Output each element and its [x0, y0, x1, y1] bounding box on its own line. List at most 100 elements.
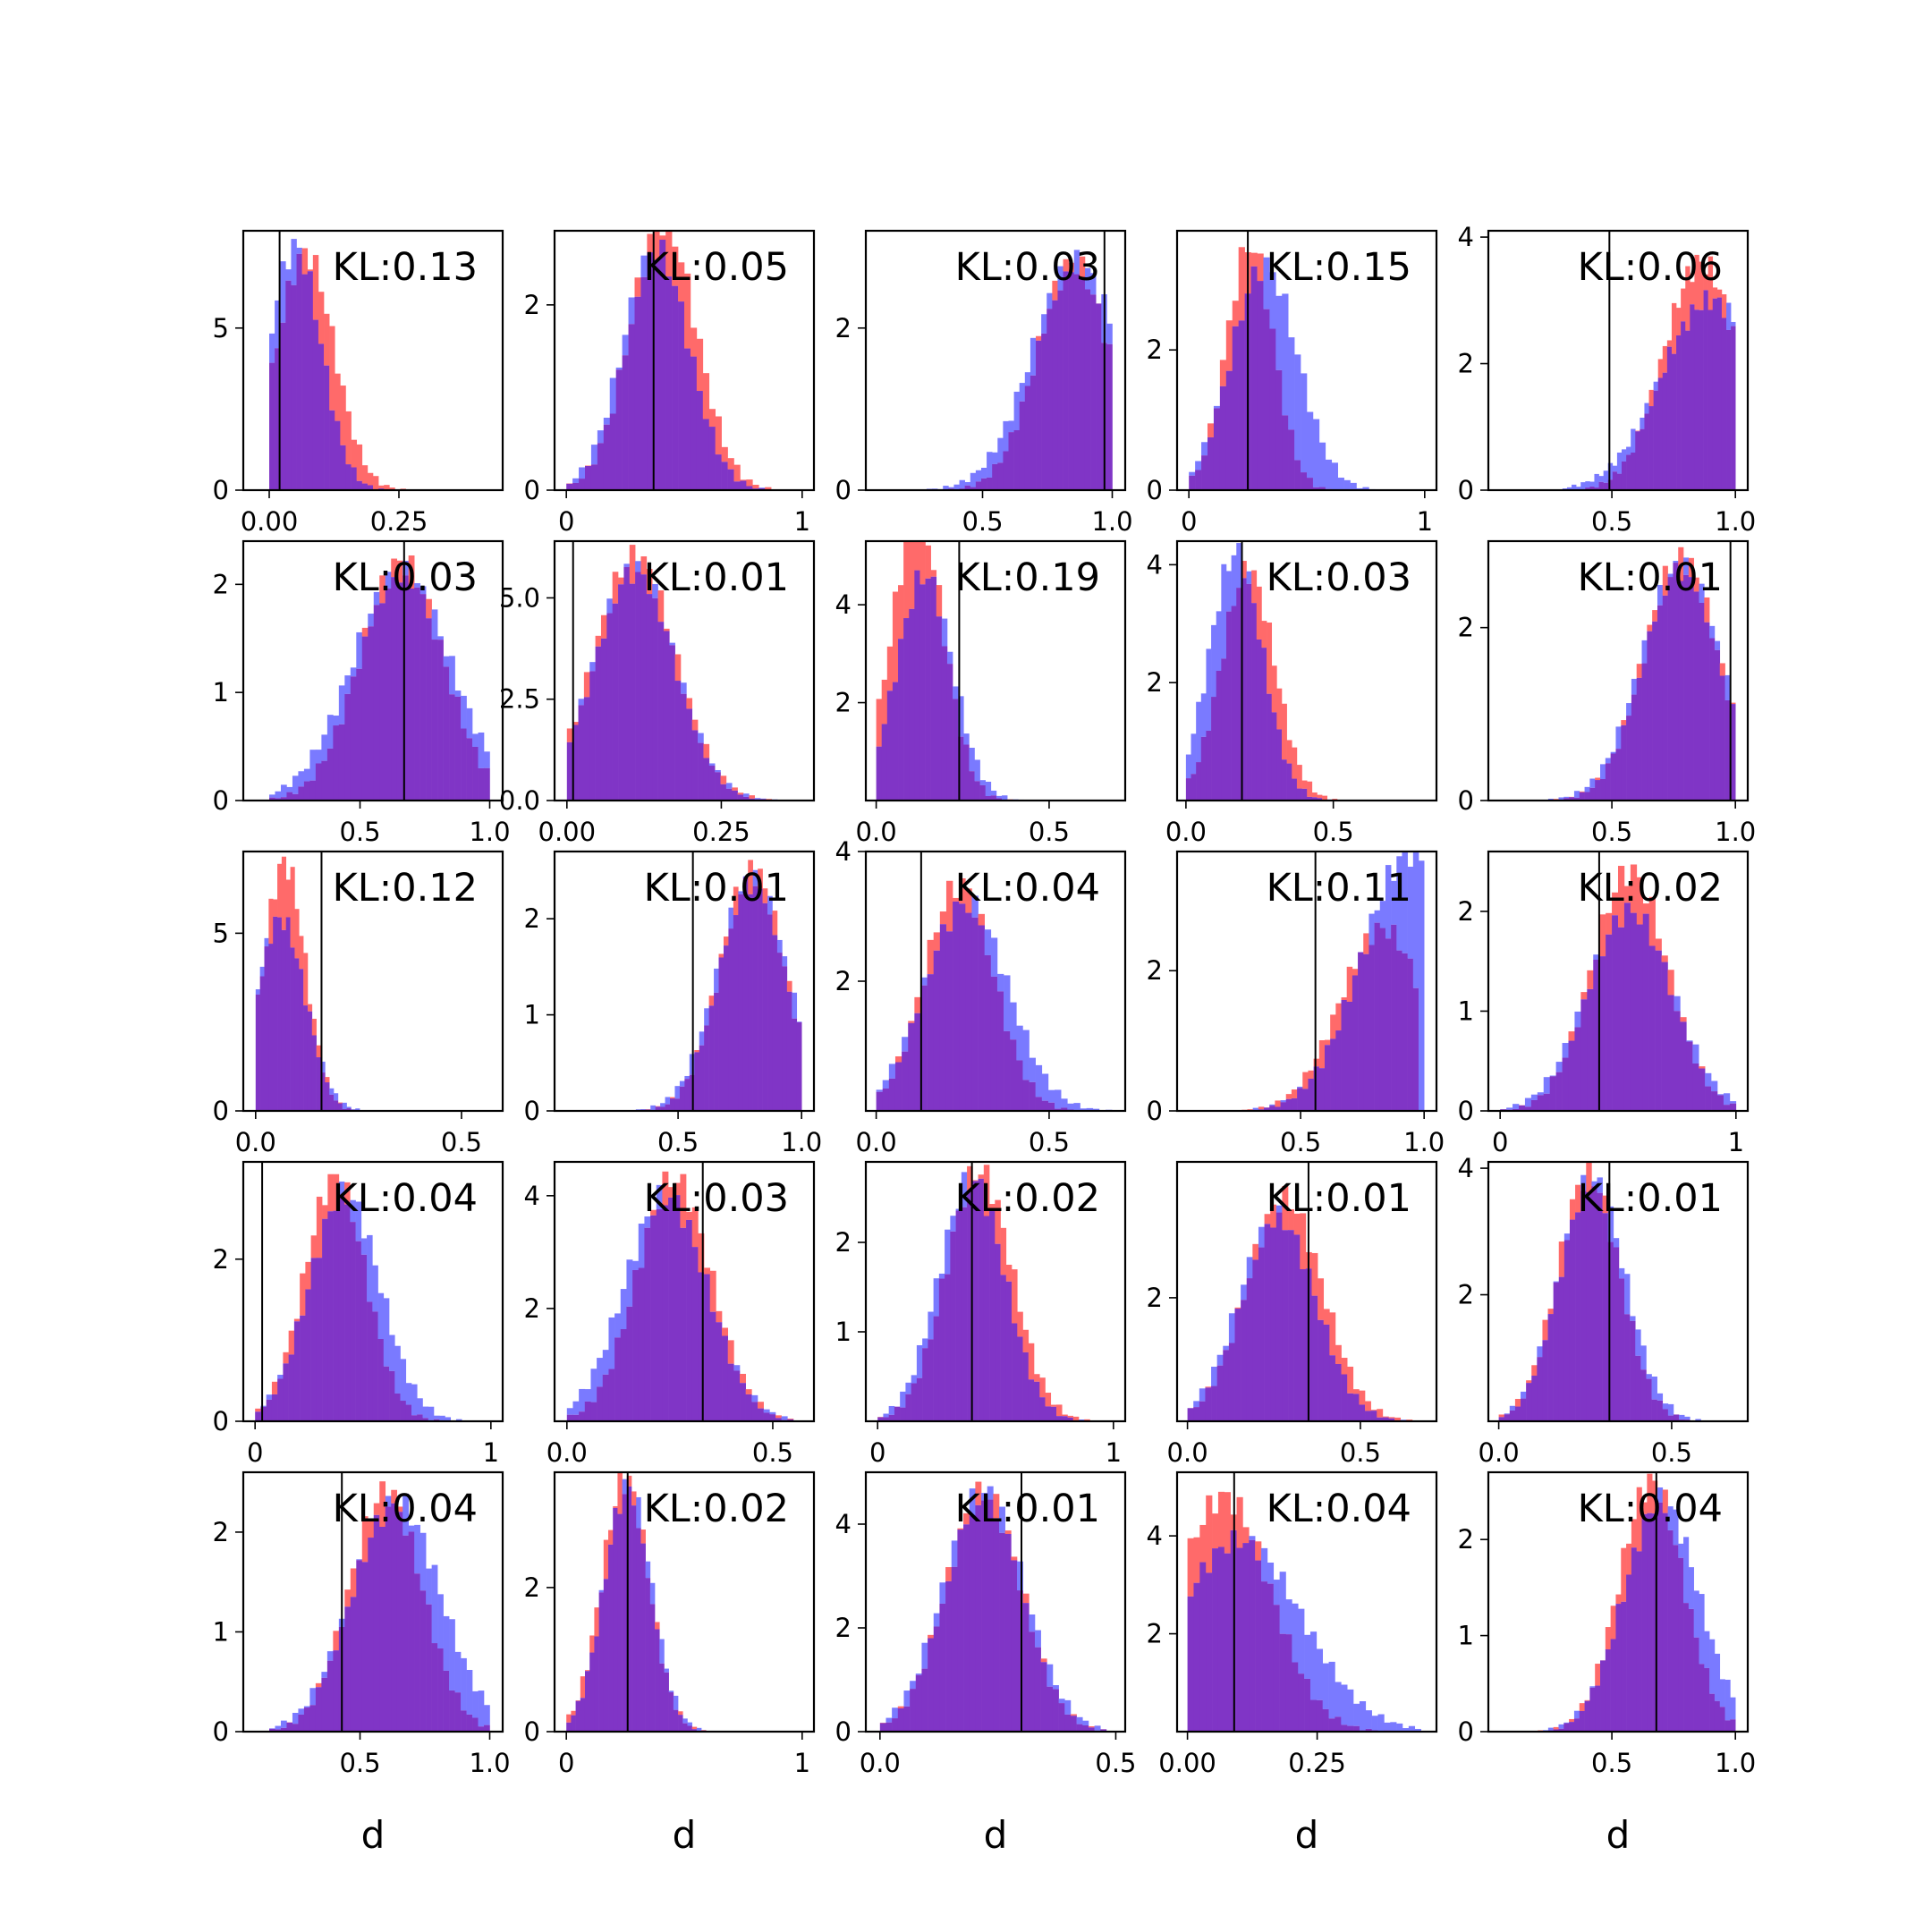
blue-bar [286, 786, 293, 792]
red-bar [1602, 1195, 1609, 1214]
red-bar [1363, 933, 1369, 954]
blue-bar [684, 1075, 691, 1080]
overlap-bar [1201, 455, 1208, 490]
blue-bar [1331, 462, 1338, 490]
red-bar [1662, 565, 1668, 596]
red-bar [1661, 955, 1668, 962]
red-bar [659, 235, 666, 241]
red-bar [928, 1634, 935, 1639]
overlap-bar [1724, 699, 1731, 801]
overlap-bar [1307, 478, 1314, 490]
red-bar [1036, 335, 1042, 341]
blue-bar [615, 367, 623, 370]
blue-bar [1362, 487, 1369, 490]
overlap-bar [1196, 762, 1202, 801]
red-bar [1288, 1208, 1294, 1231]
overlap-bar [356, 480, 363, 490]
overlap-bar [888, 1078, 896, 1111]
overlap-bar [1270, 1227, 1277, 1421]
overlap-bar [1615, 1604, 1622, 1732]
histogram-bars [1562, 254, 1736, 490]
overlap-bar [752, 886, 758, 1111]
blue-bar [1513, 1104, 1520, 1109]
red-bar [1207, 423, 1215, 437]
overlap-bar [1589, 486, 1595, 490]
overlap-bar [927, 974, 935, 1111]
overlap-bar [723, 945, 729, 1111]
red-bar [1586, 1162, 1592, 1192]
blue-bar [1580, 1174, 1587, 1191]
red-bar [1406, 1419, 1413, 1421]
overlap-bar [367, 485, 374, 490]
blue-bar [275, 1725, 282, 1730]
blue-bar [725, 783, 733, 789]
blue-bar [953, 686, 959, 699]
red-bar [709, 1270, 716, 1312]
y-tick-label: 5 [213, 918, 229, 948]
overlap-bar [608, 1544, 614, 1732]
y-tick-label: 0 [213, 1096, 229, 1126]
overlap-bar [1241, 578, 1247, 801]
overlap-bar [696, 391, 704, 490]
overlap-bar [1275, 1106, 1281, 1111]
axes-frame [1487, 229, 1750, 492]
red-bar [989, 1204, 996, 1212]
red-bar [1045, 1393, 1052, 1407]
blue-bar [640, 255, 648, 277]
overlap-bar [372, 1311, 378, 1421]
blue-bar [1537, 1092, 1545, 1096]
blue-bar [385, 572, 392, 589]
overlap-bar [618, 584, 624, 801]
red-bar [886, 646, 894, 691]
red-bar [894, 1056, 902, 1063]
y-tick-label: 5 [213, 313, 229, 343]
kl-label: KL:0.03 [955, 245, 1100, 290]
blue-bar [428, 1406, 435, 1420]
overlap-bar [1302, 1089, 1309, 1111]
red-bar [640, 1530, 646, 1544]
blue-bar [623, 564, 631, 568]
blue-bar [373, 591, 380, 606]
blue-bar [1082, 1720, 1089, 1725]
blue-bar [368, 614, 375, 627]
overlap-bar [1223, 1350, 1230, 1421]
red-bar [993, 1494, 1000, 1519]
x-tick-label: 0.00 [538, 817, 597, 847]
overlap-bar [1045, 1406, 1052, 1421]
overlap-bar [1296, 788, 1302, 801]
overlap-bar [1269, 328, 1276, 490]
blue-bar [649, 1582, 656, 1605]
blue-bar [1010, 1002, 1017, 1040]
overlap-bar [1595, 780, 1601, 801]
overlap-bar [1569, 1722, 1575, 1732]
kl-label: KL:0.12 [333, 866, 478, 911]
overlap-bar [1352, 975, 1359, 1111]
red-bar [1569, 1718, 1575, 1723]
overlap-bar [307, 1011, 313, 1111]
overlap-bar [971, 917, 979, 1111]
overlap-bar [1699, 1068, 1706, 1111]
blue-bar [1563, 1233, 1571, 1241]
blue-bar [1273, 1580, 1280, 1606]
overlap-bar [1368, 945, 1375, 1111]
red-bar [1648, 896, 1656, 946]
y-tick-label: 0 [524, 1096, 540, 1126]
blue-bar [1196, 701, 1202, 763]
blue-bar [645, 1561, 651, 1579]
overlap-bar [905, 1394, 911, 1421]
red-bar [1365, 1401, 1371, 1411]
red-bar [1285, 1094, 1292, 1099]
blue-bar [946, 651, 953, 665]
overlap-bar [1079, 276, 1086, 490]
overlap-bar [990, 795, 997, 801]
blue-bar [1064, 1699, 1072, 1715]
overlap-bar [1288, 1230, 1294, 1421]
overlap-bar [691, 730, 699, 801]
overlap-bar [1193, 1407, 1200, 1421]
overlap-bar [911, 1383, 918, 1421]
overlap-bar [1297, 1088, 1303, 1111]
red-bar [967, 1165, 973, 1191]
blue-bar [1041, 314, 1047, 334]
overlap-bar [694, 1052, 700, 1111]
